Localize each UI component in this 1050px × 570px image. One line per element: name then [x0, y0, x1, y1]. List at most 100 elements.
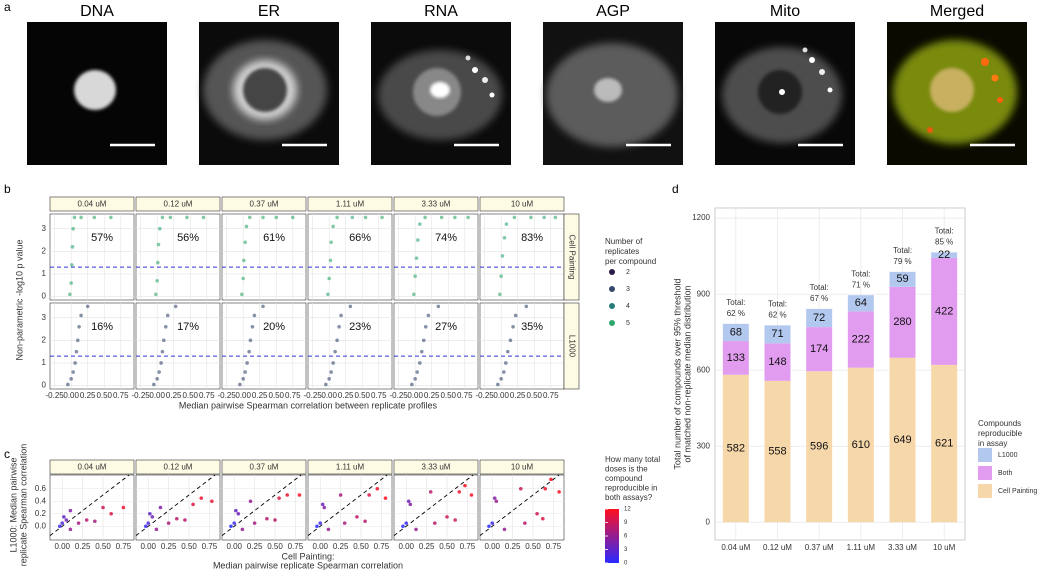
point: [261, 304, 265, 309]
point: [69, 377, 73, 381]
point: [240, 527, 245, 532]
total-label: 85 %: [935, 237, 953, 246]
point: [524, 304, 529, 309]
legend-title: Compounds: [978, 419, 1021, 428]
segment-label: 649: [893, 434, 911, 446]
point: [68, 292, 72, 297]
point: [157, 370, 161, 374]
point: [542, 215, 546, 220]
legend-title: doses is the: [605, 465, 648, 474]
point: [101, 505, 105, 510]
y-tick-label: 0: [42, 381, 47, 390]
x-tick-label: 0.00: [484, 542, 500, 551]
point: [199, 496, 204, 500]
y-tick-label: 3: [42, 224, 47, 233]
bar-segment: [889, 271, 916, 287]
point: [513, 313, 518, 318]
point: [143, 524, 148, 529]
legend-title: reproducible: [978, 429, 1023, 438]
x-tick-label: 0.75: [371, 391, 387, 400]
point: [173, 304, 178, 309]
point: [93, 519, 97, 524]
point: [355, 515, 359, 519]
facet-strip: [49, 196, 135, 212]
facet-label: 1.11 uM: [336, 463, 365, 472]
image-mito: [715, 22, 855, 165]
panel: [307, 213, 393, 301]
y-axis-title: Non-parametric -log10 p value: [14, 239, 24, 360]
point: [159, 361, 163, 365]
point: [499, 377, 503, 381]
image-title: AGP: [596, 3, 630, 20]
x-tick-label: -0.25: [476, 391, 495, 400]
identity-line: [135, 474, 216, 536]
segment-label: 280: [893, 316, 911, 328]
x-tick-label: 0.00: [140, 542, 156, 551]
point: [232, 521, 237, 525]
panel: [307, 474, 393, 541]
bar-segment: [847, 367, 874, 523]
row-label: L1000: [567, 335, 576, 358]
identity-line: [49, 474, 130, 536]
point: [445, 515, 449, 519]
facet-strip: [221, 196, 307, 212]
point: [297, 493, 302, 497]
facet-strip: [135, 459, 221, 475]
point: [68, 508, 73, 513]
point: [160, 349, 165, 354]
percentage-label: 16%: [91, 321, 113, 333]
panel-label: b: [4, 182, 11, 196]
point: [183, 518, 187, 522]
point: [439, 215, 444, 220]
x-tick-label: 0.75: [285, 391, 301, 400]
point: [155, 278, 159, 283]
identity-line: [393, 474, 474, 536]
point: [339, 313, 343, 318]
image-title: RNA: [424, 3, 458, 20]
x-tick-label: 0.75: [288, 542, 304, 551]
panel: [307, 302, 393, 390]
point: [494, 499, 499, 504]
panel: [49, 474, 135, 541]
y-tick-label: 300: [697, 441, 711, 450]
point: [553, 215, 558, 220]
facet-strip: [479, 196, 565, 212]
legend-label: 4: [626, 303, 630, 310]
point: [229, 524, 233, 529]
x-tick-label: 0.75: [202, 542, 218, 551]
legend-title: both assays?: [605, 493, 653, 502]
point: [68, 527, 73, 532]
total-label: 71 %: [852, 280, 870, 289]
x-tick-label: 0.25: [161, 542, 177, 551]
point: [234, 508, 238, 513]
point: [329, 240, 333, 245]
point: [410, 382, 414, 387]
image-agp: [543, 22, 683, 165]
segment-label: 22: [938, 249, 950, 261]
row-label: Cell Painting: [567, 235, 576, 280]
facet-label: 0.12 uM: [164, 463, 193, 472]
point: [498, 292, 502, 297]
x-tick-label: 0.25: [338, 391, 354, 400]
x-tick-label: 0.50: [181, 542, 197, 551]
bar-segment: [889, 286, 916, 358]
total-label: 62 %: [768, 310, 786, 319]
point: [243, 370, 247, 374]
total-label: 67 %: [810, 294, 828, 303]
point: [342, 521, 347, 525]
x-axis-title: Median pairwise replicate Spearman corre…: [213, 560, 403, 570]
facet-label: 0.37 uM: [250, 200, 279, 209]
point: [416, 238, 420, 242]
bar-segment: [889, 357, 916, 523]
point: [535, 511, 539, 516]
point: [285, 493, 290, 497]
point: [413, 274, 417, 279]
panel: [479, 474, 565, 541]
y-tick-label: 1: [42, 269, 47, 278]
point: [109, 511, 113, 516]
panel: [221, 302, 307, 390]
segment-label: 68: [730, 326, 742, 338]
point: [453, 215, 457, 220]
x-tick-label: 0.75: [199, 391, 215, 400]
point: [85, 304, 90, 309]
